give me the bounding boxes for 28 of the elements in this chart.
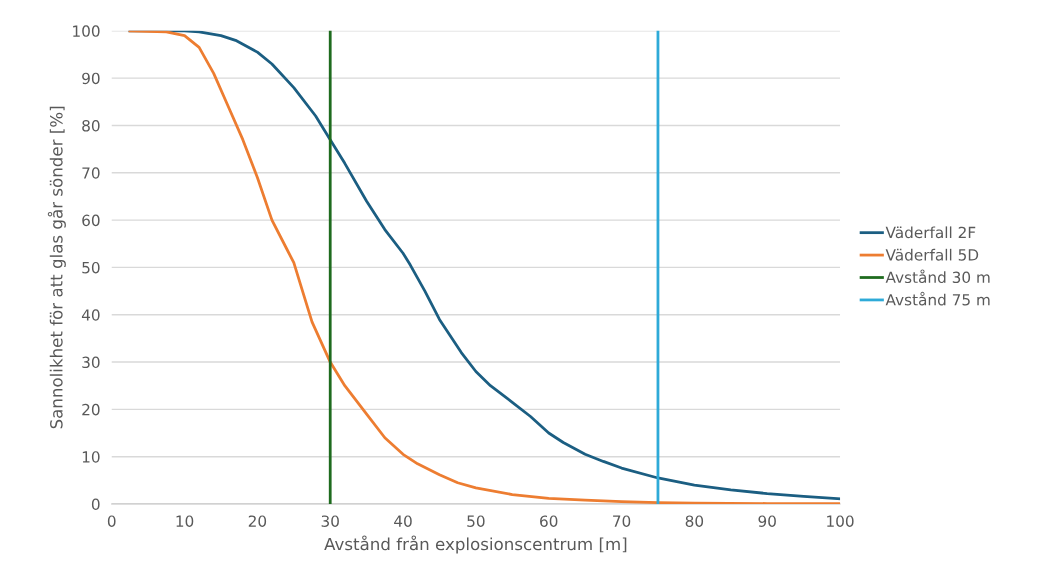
x-tick-label: 60	[540, 515, 558, 527]
x-tick-label: 20	[248, 515, 267, 527]
x-axis-title: Avstånd från explosionscentrum [m]	[324, 535, 627, 554]
x-tick-label: 0	[107, 515, 116, 527]
y-tick-label: 80	[82, 119, 100, 132]
y-tick-label: 100	[73, 25, 100, 37]
x-tick-label: 80	[685, 515, 704, 527]
y-axis-title: Sannolikhet för att glas går sönder [%]	[47, 106, 66, 429]
x-tick-label: 40	[394, 515, 412, 527]
y-tick-label: 40	[81, 309, 100, 321]
x-tick-label: 70	[613, 515, 631, 527]
y-tick-label: 50	[82, 261, 100, 274]
y-tick-label: 60	[82, 214, 100, 227]
y-tick-label: 90	[82, 72, 100, 85]
y-tick-label: 0	[91, 498, 100, 511]
legend-label: Väderfall 5D	[885, 248, 979, 261]
x-tick-label: 10	[176, 515, 194, 527]
x-tick-label: 100	[827, 515, 854, 527]
legend-label: Avstånd 75 m	[885, 291, 990, 306]
y-tick-label: 70	[82, 167, 100, 179]
x-tick-label: 90	[758, 515, 776, 527]
y-tick-label: 20	[82, 403, 100, 416]
x-tick-label: 50	[467, 515, 485, 527]
y-tick-label: 10	[82, 451, 100, 463]
legend-label: Avstånd 30 m	[885, 269, 990, 284]
y-tick-label: 30	[82, 356, 100, 369]
x-tick-label: 30	[321, 515, 339, 527]
legend-label: Väderfall 2F	[885, 226, 976, 239]
